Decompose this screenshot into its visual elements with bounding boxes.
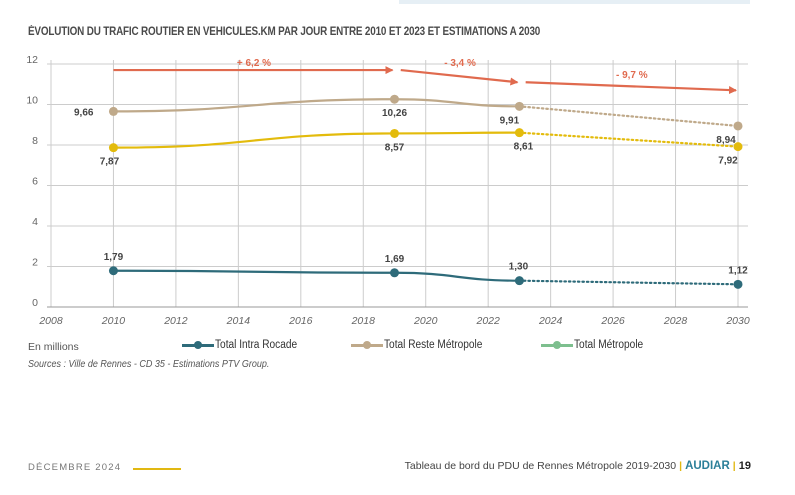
series-line bbox=[113, 269, 520, 282]
data-label: 1,69 bbox=[385, 254, 405, 265]
data-point bbox=[108, 106, 118, 116]
data-point bbox=[390, 268, 399, 278]
data-label: 1,12 bbox=[728, 265, 748, 276]
growth-label: + 6,2 % bbox=[237, 58, 271, 69]
axes: 2008 2010 2012 2014 2016 2018 2020 2022 2024 2026… bbox=[26, 54, 750, 327]
data-point bbox=[733, 142, 743, 152]
x-tick-label: 2022 bbox=[476, 315, 501, 327]
series-line bbox=[113, 98, 520, 113]
data-point bbox=[390, 94, 399, 104]
data-label: 8,94 bbox=[716, 135, 736, 146]
data-point bbox=[514, 276, 524, 286]
y-tick-label: 4 bbox=[32, 216, 38, 228]
x-tick-label: 2010 bbox=[101, 315, 126, 327]
growth-label: - 9,7 % bbox=[616, 70, 648, 81]
y-tick-label: 8 bbox=[32, 135, 38, 147]
x-tick-label: 2008 bbox=[38, 315, 63, 327]
growth-arrow bbox=[400, 68, 519, 86]
page-number: 19 bbox=[738, 460, 751, 472]
series-line-estimate bbox=[518, 105, 740, 128]
x-tick-label: 2028 bbox=[663, 315, 688, 327]
data-label: 7,92 bbox=[718, 156, 738, 167]
chart-title: ÉVOLUTION DU TRAFIC ROUTIER EN VEHICULES… bbox=[28, 26, 541, 38]
line-chart: 2008 2010 2012 2014 2016 2018 2020 2022 2024 2026… bbox=[26, 54, 750, 327]
legend-swatch-metropole bbox=[541, 340, 573, 350]
data-labels: 1,79 1,69 1,30 1,12 9,66 10,26 9,91 8,94 7,87 8,5… bbox=[74, 107, 748, 276]
footer-accent-rule bbox=[133, 468, 181, 470]
legend-swatch-intra-rocade bbox=[182, 340, 214, 350]
x-tick-label: 2026 bbox=[600, 315, 625, 327]
y-tick-label: 0 bbox=[32, 297, 38, 309]
footer-separator: | bbox=[732, 460, 736, 472]
growth-annotations: + 6,2 % - 3,4 % - 9,7 % bbox=[113, 58, 737, 95]
legend-item-reste-metropole: Total Reste Métropole bbox=[351, 339, 496, 351]
data-point bbox=[390, 128, 399, 138]
data-label: 10,26 bbox=[382, 108, 407, 119]
x-tick-label: 2014 bbox=[226, 315, 251, 327]
data-label: 9,66 bbox=[74, 107, 94, 118]
y-tick-label: 12 bbox=[26, 54, 38, 66]
data-point bbox=[108, 266, 118, 276]
x-tick-label: 2012 bbox=[163, 315, 188, 327]
data-point bbox=[514, 128, 524, 138]
grid bbox=[47, 60, 748, 308]
growth-label: - 3,4 % bbox=[444, 58, 476, 69]
sources-note: Sources : Ville de Rennes - CD 35 - Esti… bbox=[28, 359, 270, 370]
growth-arrow bbox=[525, 81, 737, 95]
series-lines bbox=[108, 94, 743, 289]
x-tick-label: 2018 bbox=[351, 315, 376, 327]
footer-publication: Tableau de bord du PDU de Rennes Métropo… bbox=[405, 460, 751, 472]
y-tick-label: 6 bbox=[32, 176, 38, 188]
x-tick-label: 2024 bbox=[538, 315, 563, 327]
series-line-estimate bbox=[518, 279, 740, 286]
series-line-estimate bbox=[518, 131, 740, 148]
data-label: 9,91 bbox=[500, 115, 520, 126]
data-label: 8,57 bbox=[385, 142, 405, 153]
footer-date: DÉCEMBRE 2024 bbox=[28, 462, 122, 473]
data-point bbox=[733, 279, 743, 289]
x-tick-label: 2030 bbox=[725, 315, 750, 327]
legend-label: Total Intra Rocade bbox=[215, 339, 298, 351]
footer-separator: | bbox=[679, 460, 683, 472]
unit-note: En millions bbox=[28, 341, 79, 353]
header-accent-bar bbox=[399, 0, 750, 4]
x-tick-label: 2020 bbox=[413, 315, 438, 327]
x-tick-label: 2016 bbox=[288, 315, 313, 327]
data-label: 1,30 bbox=[509, 262, 529, 273]
data-point bbox=[514, 101, 524, 111]
data-label: 7,87 bbox=[100, 157, 120, 168]
y-tick-label: 10 bbox=[26, 95, 38, 107]
data-label: 1,79 bbox=[104, 252, 124, 263]
legend-swatch-reste-metropole bbox=[351, 340, 383, 350]
data-label: 8,61 bbox=[514, 142, 534, 153]
legend-item-metropole: Total Métropole bbox=[541, 339, 653, 351]
data-point bbox=[108, 143, 118, 153]
series-line bbox=[113, 131, 520, 149]
legend-label: Total Métropole bbox=[574, 339, 644, 351]
data-point bbox=[733, 121, 743, 131]
brand-name: AUDIAR bbox=[685, 460, 730, 472]
legend-label: Total Reste Métropole bbox=[384, 339, 483, 351]
y-tick-label: 2 bbox=[32, 257, 38, 269]
legend-item-intra-rocade: Total Intra Rocade bbox=[182, 339, 308, 351]
publication-title: Tableau de bord du PDU de Rennes Métropo… bbox=[404, 460, 677, 472]
